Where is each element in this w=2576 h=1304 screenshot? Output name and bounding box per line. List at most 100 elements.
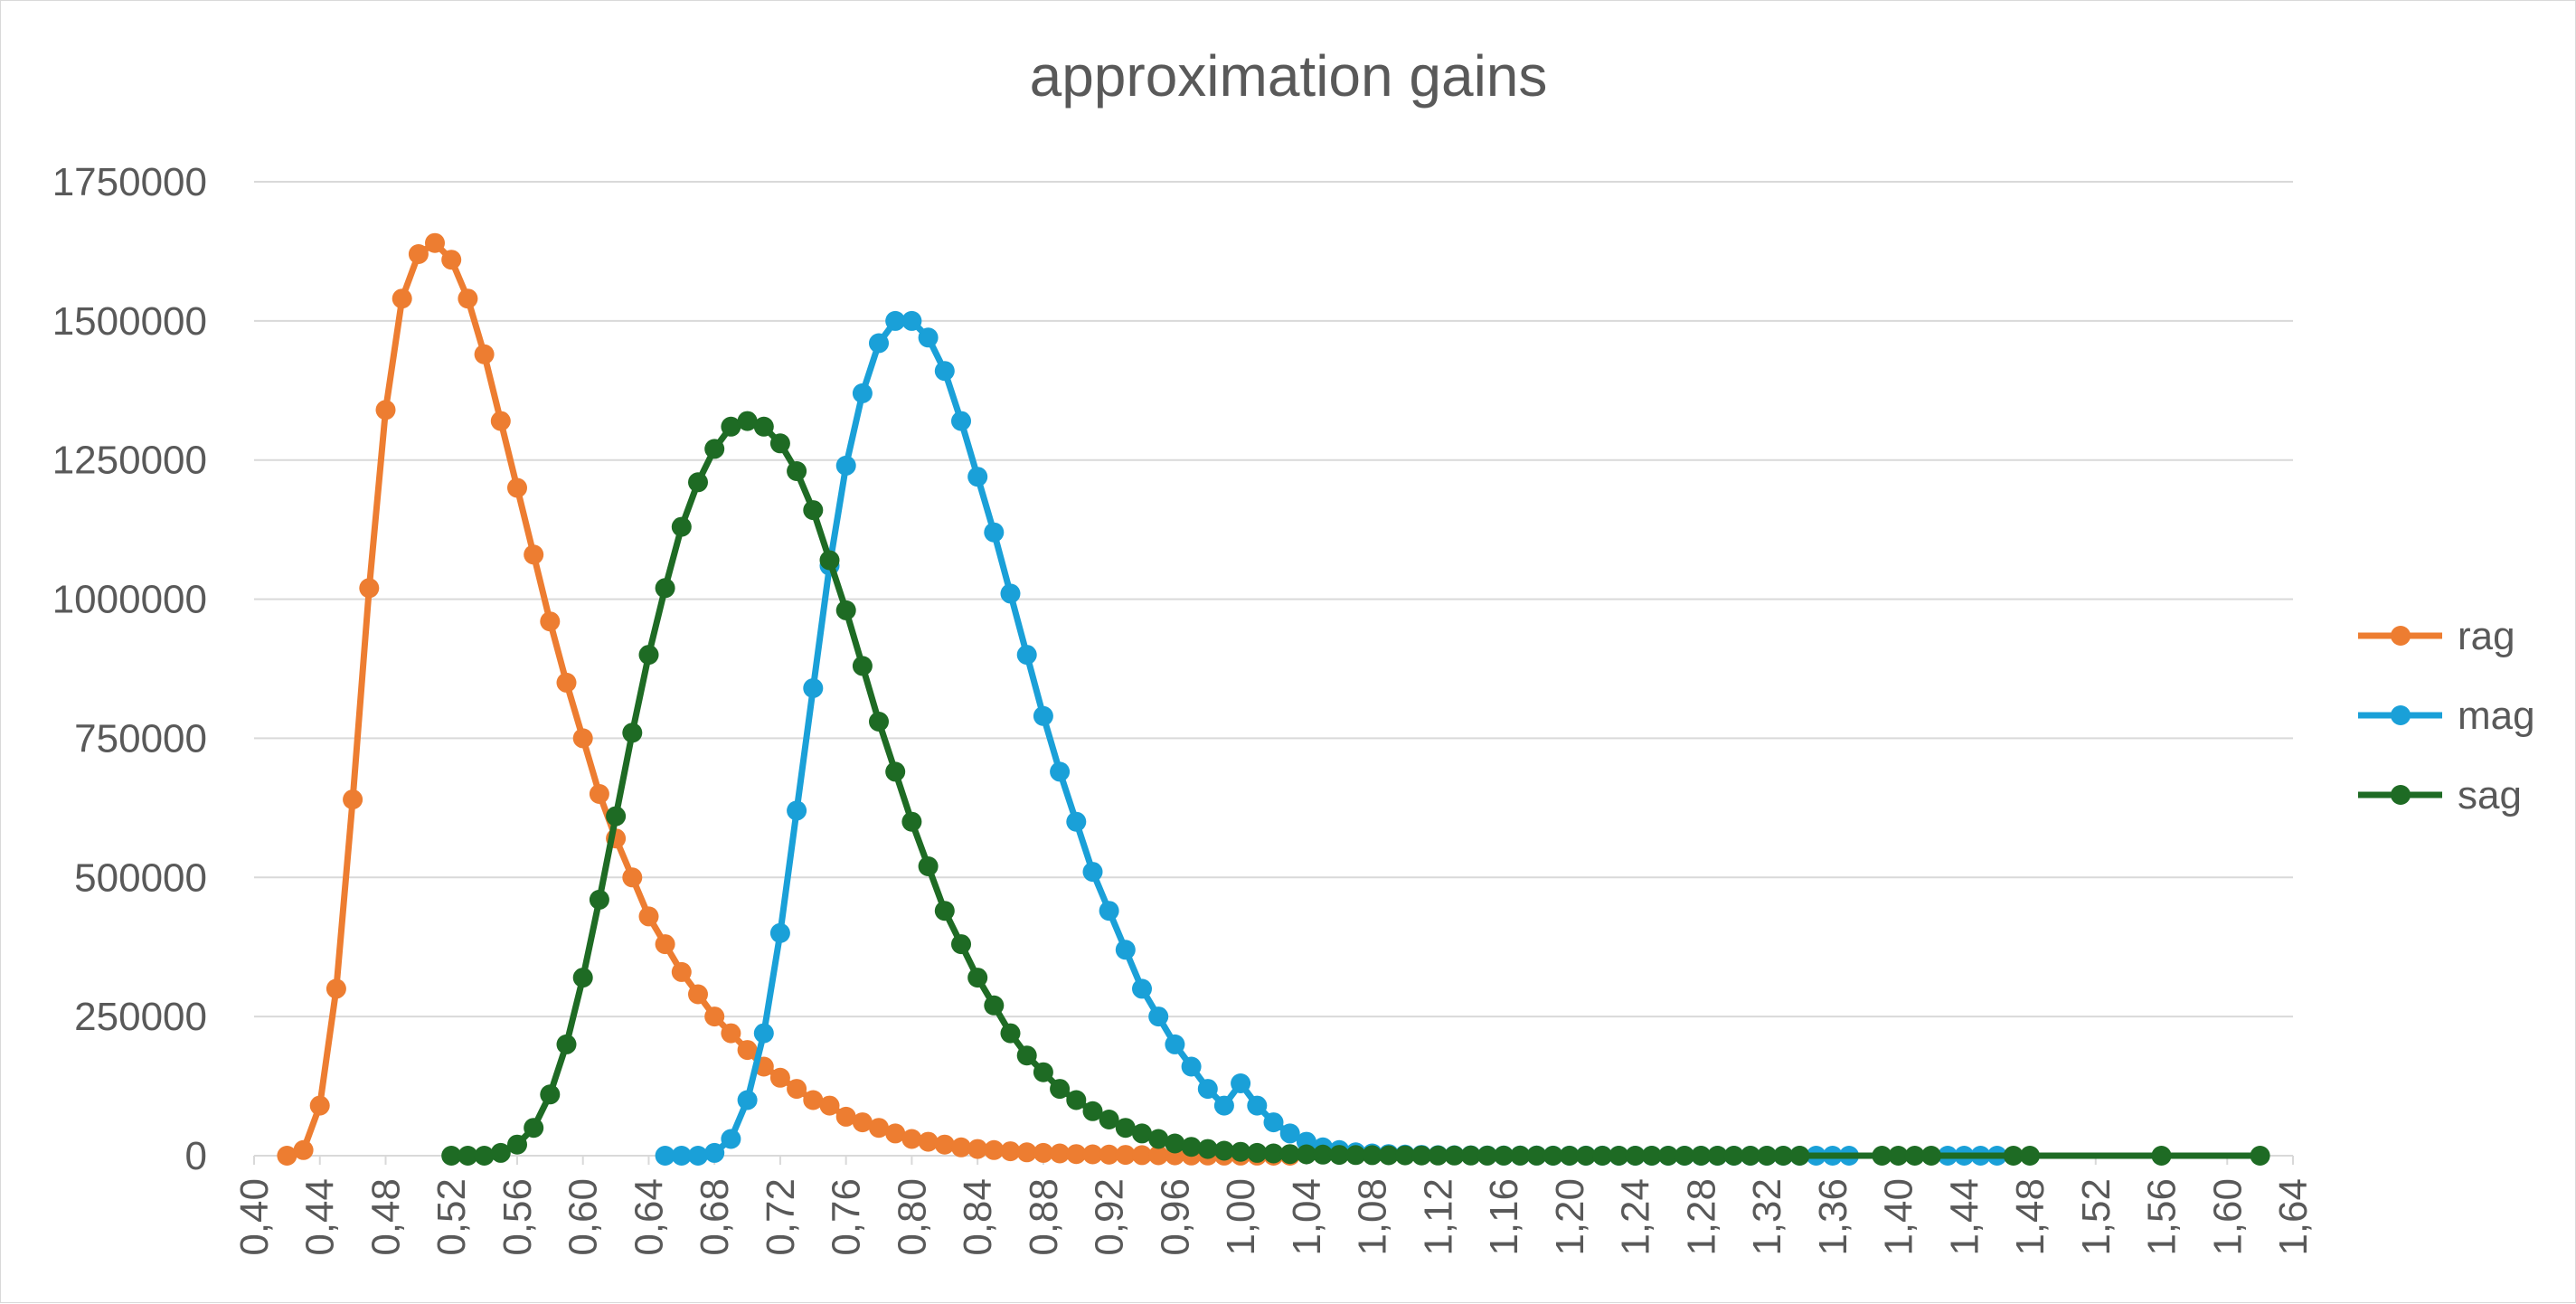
- data-point-rag: [769, 1067, 790, 1088]
- data-point-sag: [984, 995, 1005, 1016]
- series-line-sag: [451, 418, 2260, 1159]
- y-tick-label: 1750000: [52, 160, 207, 204]
- data-point-rag: [622, 867, 643, 888]
- y-tick-label: 750000: [74, 716, 207, 761]
- series-sag: [441, 411, 2270, 1166]
- data-point-sag: [1362, 1145, 1382, 1166]
- data-point-mag: [1165, 1034, 1185, 1054]
- data-point-rag: [819, 1095, 840, 1116]
- data-point-sag: [1494, 1145, 1514, 1166]
- data-point-sag: [1543, 1146, 1563, 1166]
- x-tick-label: 1,64: [2271, 1178, 2316, 1256]
- data-point-mag: [655, 1146, 675, 1166]
- x-tick-label: 1,20: [1548, 1178, 1592, 1256]
- data-point-mag: [1050, 761, 1071, 782]
- data-point-rag: [704, 1006, 725, 1027]
- legend-marker: [2391, 785, 2411, 805]
- data-point-sag: [507, 1134, 527, 1155]
- data-point-sag: [869, 712, 889, 732]
- y-tick-label: 500000: [74, 855, 207, 900]
- data-point-sag: [901, 811, 922, 832]
- data-point-sag: [1691, 1146, 1712, 1166]
- data-point-mag: [852, 383, 873, 403]
- data-point-mag: [1132, 978, 1152, 999]
- data-point-rag: [638, 906, 659, 927]
- data-point-rag: [1000, 1141, 1021, 1162]
- data-point-sag: [1050, 1079, 1071, 1100]
- data-point-mag: [1279, 1123, 1300, 1144]
- x-tick-label: 0,48: [363, 1178, 408, 1256]
- series-line-rag: [286, 240, 1290, 1159]
- data-point-mag: [787, 800, 807, 821]
- x-tick-label: 1,32: [1745, 1178, 1789, 1256]
- data-point-sag: [1658, 1146, 1678, 1166]
- data-point-sag: [1132, 1123, 1152, 1144]
- data-point-sag: [787, 461, 807, 481]
- data-point-rag: [556, 672, 577, 693]
- x-tick-label: 1,04: [1285, 1178, 1329, 1256]
- data-point-sag: [803, 500, 824, 521]
- x-axis: 0,40 0,44 0,48 0,52 0,56 0,60 0,64 0,68 0,72 0,76…: [232, 1156, 2316, 1256]
- y-axis: 0 250000 500000 750000 1000000 1250000 1500000…: [52, 160, 207, 1178]
- data-point-rag: [1132, 1145, 1152, 1166]
- data-point-sag: [1378, 1145, 1399, 1166]
- data-point-sag: [1707, 1146, 1728, 1166]
- data-point-sag: [1920, 1146, 1941, 1166]
- data-point-rag: [901, 1129, 922, 1149]
- data-point-rag: [852, 1112, 873, 1133]
- data-point-sag: [2020, 1146, 2040, 1166]
- data-point-rag: [408, 244, 429, 264]
- data-point-sag: [951, 934, 971, 955]
- data-point-rag: [721, 1023, 741, 1044]
- data-point-sag: [1395, 1145, 1415, 1166]
- legend-marker: [2391, 626, 2411, 646]
- data-point-sag: [1460, 1145, 1481, 1166]
- data-point-rag: [490, 411, 511, 431]
- data-point-rag: [1082, 1144, 1103, 1165]
- data-point-rag: [524, 544, 544, 565]
- data-point-mag: [1000, 583, 1021, 604]
- x-tick-label: 1,40: [1877, 1178, 1921, 1256]
- data-point-sag: [622, 723, 643, 743]
- data-point-mag: [1181, 1056, 1202, 1077]
- y-tick-label: 0: [185, 1134, 207, 1178]
- data-point-rag: [507, 477, 527, 498]
- data-point-sag: [556, 1034, 577, 1054]
- data-point-mag: [803, 678, 824, 698]
- data-point-sag: [572, 968, 593, 988]
- legend-item-rag: rag: [2358, 614, 2515, 658]
- data-point-sag: [1279, 1144, 1300, 1165]
- data-point-rag: [277, 1146, 297, 1166]
- data-point-sag: [1411, 1145, 1432, 1166]
- data-point-sag: [1313, 1144, 1334, 1165]
- data-point-sag: [1740, 1146, 1760, 1166]
- x-tick-label: 0,64: [627, 1178, 671, 1256]
- data-point-rag: [375, 400, 396, 420]
- data-point-sag: [1757, 1146, 1778, 1166]
- data-point-sag: [769, 433, 790, 454]
- data-point-mag: [1066, 811, 1087, 832]
- data-point-sag: [1231, 1141, 1251, 1162]
- data-point-sag: [967, 968, 988, 988]
- x-tick-label: 0,96: [1153, 1178, 1197, 1256]
- data-point-mag: [1016, 645, 1037, 666]
- data-point-sag: [441, 1146, 462, 1166]
- legend-item-sag: sag: [2358, 773, 2522, 817]
- data-point-rag: [967, 1139, 988, 1159]
- y-tick-label: 1250000: [52, 439, 207, 483]
- data-point-rag: [1148, 1145, 1169, 1166]
- data-point-sag: [1296, 1144, 1316, 1165]
- data-point-sag: [1197, 1139, 1218, 1159]
- data-point-sag: [1526, 1145, 1547, 1166]
- data-point-sag: [1345, 1145, 1366, 1166]
- data-point-sag: [1329, 1145, 1350, 1166]
- x-tick-label: 1,00: [1219, 1178, 1263, 1256]
- data-point-sag: [1247, 1142, 1268, 1163]
- data-point-sag: [1872, 1146, 1892, 1166]
- x-tick-label: 0,44: [298, 1178, 343, 1256]
- series-rag: [277, 232, 1300, 1166]
- data-point-mag: [1213, 1095, 1234, 1116]
- data-point-mag: [1033, 705, 1053, 726]
